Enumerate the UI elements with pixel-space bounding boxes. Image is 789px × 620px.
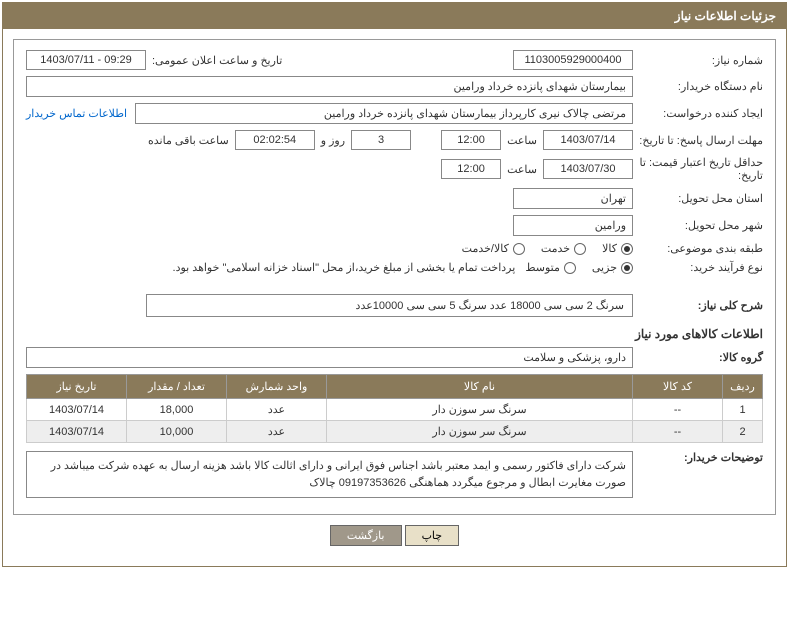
label-requester: ایجاد کننده درخواست: bbox=[633, 107, 763, 120]
cell: عدد bbox=[227, 421, 327, 443]
field-city: ورامین bbox=[513, 215, 633, 236]
row-response-deadline: مهلت ارسال پاسخ: تا تاریخ: 1403/07/14 سا… bbox=[26, 130, 763, 150]
th-row: ردیف bbox=[723, 375, 763, 399]
label-remaining: ساعت باقی مانده bbox=[142, 134, 235, 147]
row-need-summary: شرح کلی نیاز: سرنگ 2 سی سی 18000 عدد سرن… bbox=[26, 294, 763, 317]
purchase-type-radios: جزیی متوسط bbox=[525, 261, 633, 274]
field-price-validity-date: 1403/07/30 bbox=[543, 159, 633, 179]
label-hour-1: ساعت bbox=[501, 134, 543, 147]
row-province: استان محل تحویل: تهران bbox=[26, 188, 763, 209]
label-need-number: شماره نیاز: bbox=[633, 54, 763, 67]
field-requester: مرتضی چالاک نیری کارپرداز بیمارستان شهدا… bbox=[135, 103, 633, 124]
row-city: شهر محل تحویل: ورامین bbox=[26, 215, 763, 236]
field-time-remaining: 02:02:54 bbox=[235, 130, 315, 150]
th-code: کد کالا bbox=[633, 375, 723, 399]
label-response-deadline: مهلت ارسال پاسخ: تا تاریخ: bbox=[633, 134, 763, 147]
radio-medium[interactable]: متوسط bbox=[525, 261, 576, 274]
section-goods-info: اطلاعات کالاهای مورد نیاز bbox=[26, 327, 763, 341]
radio-icon bbox=[574, 243, 586, 255]
th-name: نام کالا bbox=[327, 375, 633, 399]
field-province: تهران bbox=[513, 188, 633, 209]
table-header-row: ردیف کد کالا نام کالا واحد شمارش تعداد /… bbox=[27, 375, 763, 399]
row-goods-group: گروه کالا: دارو، پزشکی و سلامت bbox=[26, 347, 763, 368]
field-price-validity-time: 12:00 bbox=[441, 159, 501, 179]
field-days-remaining: 3 bbox=[351, 130, 411, 150]
table-row: 1 -- سرنگ سر سوزن دار عدد 18,000 1403/07… bbox=[27, 399, 763, 421]
label-need-summary: شرح کلی نیاز: bbox=[633, 299, 763, 312]
print-button[interactable]: چاپ bbox=[405, 525, 460, 546]
cell: 1 bbox=[723, 399, 763, 421]
field-response-time: 12:00 bbox=[441, 130, 501, 150]
radio-goods[interactable]: کالا bbox=[602, 242, 633, 255]
radio-service-label: خدمت bbox=[541, 242, 570, 255]
cell: 1403/07/14 bbox=[27, 399, 127, 421]
row-price-validity: حداقل تاریخ اعتبار قیمت: تا تاریخ: 1403/… bbox=[26, 156, 763, 182]
field-need-number: 1103005929000400 bbox=[513, 50, 633, 70]
row-requester: ایجاد کننده درخواست: مرتضی چالاک نیری کا… bbox=[26, 103, 763, 124]
label-category: طبقه بندی موضوعی: bbox=[633, 242, 763, 255]
label-days-and: روز و bbox=[315, 134, 351, 147]
inner-content: شماره نیاز: 1103005929000400 تاریخ و ساع… bbox=[13, 39, 776, 515]
radio-partial[interactable]: جزیی bbox=[592, 261, 633, 274]
label-announce: تاریخ و ساعت اعلان عمومی: bbox=[146, 54, 288, 67]
goods-table: ردیف کد کالا نام کالا واحد شمارش تعداد /… bbox=[26, 374, 763, 443]
radio-goods-label: کالا bbox=[602, 242, 617, 255]
field-buyer-org: بیمارستان شهدای پانزده خرداد ورامین bbox=[26, 76, 633, 97]
label-purchase-type: نوع فرآیند خرید: bbox=[633, 261, 763, 274]
label-goods-group: گروه کالا: bbox=[633, 351, 763, 364]
label-hour-2: ساعت bbox=[501, 163, 543, 176]
radio-icon bbox=[621, 262, 633, 274]
cell: 1403/07/14 bbox=[27, 421, 127, 443]
radio-both-label: کالا/خدمت bbox=[462, 242, 509, 255]
cell: 18,000 bbox=[127, 399, 227, 421]
radio-icon bbox=[513, 243, 525, 255]
row-category: طبقه بندی موضوعی: کالا خدمت کالا/خدمت bbox=[26, 242, 763, 255]
radio-both[interactable]: کالا/خدمت bbox=[462, 242, 525, 255]
cell: 2 bbox=[723, 421, 763, 443]
radio-service[interactable]: خدمت bbox=[541, 242, 586, 255]
row-buyer-org: نام دستگاه خریدار: بیمارستان شهدای پانزد… bbox=[26, 76, 763, 97]
th-date: تاریخ نیاز bbox=[27, 375, 127, 399]
field-announce: 1403/07/11 - 09:29 bbox=[26, 50, 146, 70]
radio-medium-label: متوسط bbox=[525, 261, 560, 274]
row-buyer-notes: توضیحات خریدار: شرکت دارای فاکتور رسمی و… bbox=[26, 451, 763, 498]
label-province: استان محل تحویل: bbox=[633, 192, 763, 205]
row-purchase-type: نوع فرآیند خرید: جزیی متوسط پرداخت تمام … bbox=[26, 261, 763, 274]
label-city: شهر محل تحویل: bbox=[633, 219, 763, 232]
table-row: 2 -- سرنگ سر سوزن دار عدد 10,000 1403/07… bbox=[27, 421, 763, 443]
details-panel: جزئیات اطلاعات نیاز شماره نیاز: 11030059… bbox=[2, 2, 787, 567]
radio-partial-label: جزیی bbox=[592, 261, 617, 274]
field-goods-group: دارو، پزشکی و سلامت bbox=[26, 347, 633, 368]
label-buyer-org: نام دستگاه خریدار: bbox=[633, 80, 763, 93]
th-qty: تعداد / مقدار bbox=[127, 375, 227, 399]
panel-body: شماره نیاز: 1103005929000400 تاریخ و ساع… bbox=[3, 29, 786, 566]
contact-link[interactable]: اطلاعات تماس خریدار bbox=[26, 107, 135, 120]
row-need-number: شماره نیاز: 1103005929000400 تاریخ و ساع… bbox=[26, 50, 763, 70]
label-price-validity: حداقل تاریخ اعتبار قیمت: تا تاریخ: bbox=[633, 156, 763, 182]
field-response-date: 1403/07/14 bbox=[543, 130, 633, 150]
cell: عدد bbox=[227, 399, 327, 421]
radio-icon bbox=[621, 243, 633, 255]
category-radios: کالا خدمت کالا/خدمت bbox=[462, 242, 633, 255]
panel-title: جزئیات اطلاعات نیاز bbox=[3, 3, 786, 29]
th-unit: واحد شمارش bbox=[227, 375, 327, 399]
cell: سرنگ سر سوزن دار bbox=[327, 421, 633, 443]
purchase-note: پرداخت تمام یا بخشی از مبلغ خرید،از محل … bbox=[26, 261, 525, 274]
label-buyer-notes: توضیحات خریدار: bbox=[633, 451, 763, 464]
back-button[interactable]: بازگشت bbox=[330, 525, 402, 546]
cell: -- bbox=[633, 421, 723, 443]
cell: 10,000 bbox=[127, 421, 227, 443]
field-need-summary: سرنگ 2 سی سی 18000 عدد سرنگ 5 سی سی 1000… bbox=[146, 294, 633, 317]
cell: -- bbox=[633, 399, 723, 421]
button-bar: چاپ بازگشت bbox=[13, 515, 776, 556]
field-buyer-notes: شرکت دارای فاکتور رسمی و ایمد معتبر باشد… bbox=[26, 451, 633, 498]
radio-icon bbox=[564, 262, 576, 274]
cell: سرنگ سر سوزن دار bbox=[327, 399, 633, 421]
